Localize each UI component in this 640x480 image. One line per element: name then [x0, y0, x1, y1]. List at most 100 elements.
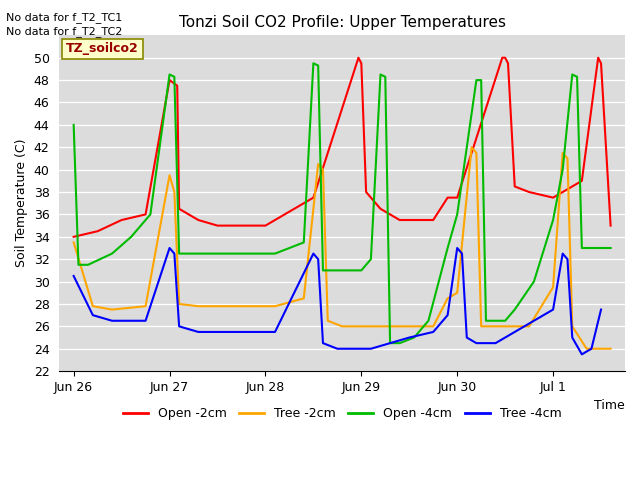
- Tree -2cm: [367, 324, 375, 329]
- Open -4cm: [424, 318, 432, 324]
- Tree -4cm: [492, 340, 499, 346]
- Open -4cm: [530, 279, 538, 285]
- Open -2cm: [166, 77, 173, 83]
- Open -4cm: [477, 77, 485, 83]
- Tree -2cm: [492, 324, 499, 329]
- Open -2cm: [415, 217, 422, 223]
- Tree -4cm: [310, 251, 317, 256]
- Tree -4cm: [166, 245, 173, 251]
- Open -4cm: [367, 256, 375, 262]
- Tree -4cm: [271, 329, 279, 335]
- Open -4cm: [396, 340, 403, 346]
- Open -2cm: [195, 217, 202, 223]
- Open -4cm: [147, 212, 154, 217]
- Tree -2cm: [89, 303, 97, 309]
- Open -4cm: [559, 167, 566, 172]
- Tree -2cm: [607, 346, 614, 352]
- Tree -2cm: [166, 172, 173, 178]
- Open -2cm: [549, 195, 557, 201]
- Open -2cm: [310, 195, 317, 201]
- Tree -2cm: [568, 324, 576, 329]
- Tree -2cm: [319, 167, 327, 172]
- Tree -4cm: [319, 340, 327, 346]
- Tree -2cm: [444, 296, 451, 301]
- Open -2cm: [291, 206, 298, 212]
- Open -2cm: [358, 60, 365, 66]
- Open -4cm: [573, 74, 581, 80]
- Tree -4cm: [511, 329, 518, 335]
- Open -2cm: [578, 178, 586, 184]
- Tree -4cm: [237, 329, 245, 335]
- Open -2cm: [262, 223, 269, 228]
- Open -2cm: [175, 206, 183, 212]
- Open -4cm: [170, 74, 178, 80]
- Tree -2cm: [387, 324, 394, 329]
- Tree -2cm: [468, 144, 476, 150]
- Open -4cm: [314, 63, 322, 69]
- Open -2cm: [511, 183, 518, 189]
- Open -4cm: [387, 340, 394, 346]
- Tree -2cm: [358, 324, 365, 329]
- Tree -2cm: [549, 284, 557, 290]
- Line: Open -2cm: Open -2cm: [74, 58, 611, 237]
- Open -4cm: [300, 240, 308, 245]
- Tree -2cm: [195, 303, 202, 309]
- Open -4cm: [597, 245, 605, 251]
- Tree -4cm: [141, 318, 149, 324]
- Tree -2cm: [559, 150, 566, 156]
- Tree -2cm: [501, 324, 509, 329]
- Tree -4cm: [387, 340, 394, 346]
- Open -2cm: [597, 60, 605, 66]
- Open -4cm: [472, 77, 480, 83]
- Tree -2cm: [511, 324, 518, 329]
- Open -2cm: [214, 223, 221, 228]
- Tree -4cm: [444, 312, 451, 318]
- Tree -2cm: [262, 303, 269, 309]
- Open -2cm: [444, 195, 451, 201]
- Open -4cm: [511, 307, 518, 312]
- Open -4cm: [214, 251, 221, 256]
- Tree -2cm: [472, 150, 480, 156]
- Open -4cm: [377, 72, 385, 77]
- Tree -4cm: [568, 335, 576, 340]
- Tree -2cm: [237, 303, 245, 309]
- Open -4cm: [310, 60, 317, 66]
- Tree -2cm: [477, 324, 485, 329]
- Tree -2cm: [453, 290, 461, 296]
- Tree -4cm: [458, 251, 466, 256]
- Open -2cm: [355, 55, 362, 60]
- Y-axis label: Soil Temperature (C): Soil Temperature (C): [15, 139, 28, 267]
- Open -2cm: [429, 217, 437, 223]
- Open -2cm: [377, 206, 385, 212]
- Tree -2cm: [583, 346, 591, 352]
- Tree -4cm: [559, 251, 566, 256]
- Open -4cm: [444, 245, 451, 251]
- Tree -4cm: [214, 329, 221, 335]
- Tree -2cm: [141, 303, 149, 309]
- Tree -4cm: [314, 256, 322, 262]
- Tree -2cm: [324, 318, 332, 324]
- Tree -4cm: [358, 346, 365, 352]
- Tree -2cm: [170, 189, 178, 195]
- Tree -4cm: [89, 312, 97, 318]
- Open -4cm: [175, 251, 183, 256]
- Open -2cm: [396, 217, 403, 223]
- Open -4cm: [568, 72, 576, 77]
- Tree -4cm: [108, 318, 116, 324]
- Open -4cm: [348, 267, 356, 273]
- Tree -2cm: [429, 324, 437, 329]
- Tree -2cm: [339, 324, 346, 329]
- Tree -2cm: [564, 156, 572, 161]
- Open -4cm: [319, 267, 327, 273]
- Tree -4cm: [262, 329, 269, 335]
- Tree -4cm: [463, 335, 470, 340]
- Tree -2cm: [300, 296, 308, 301]
- Open -4cm: [195, 251, 202, 256]
- Tree -4cm: [348, 346, 356, 352]
- Open -2cm: [595, 55, 602, 60]
- Open -4cm: [271, 251, 279, 256]
- Tree -2cm: [214, 303, 221, 309]
- Open -2cm: [607, 223, 614, 228]
- Tree -4cm: [578, 351, 586, 357]
- Tree -4cm: [333, 346, 341, 352]
